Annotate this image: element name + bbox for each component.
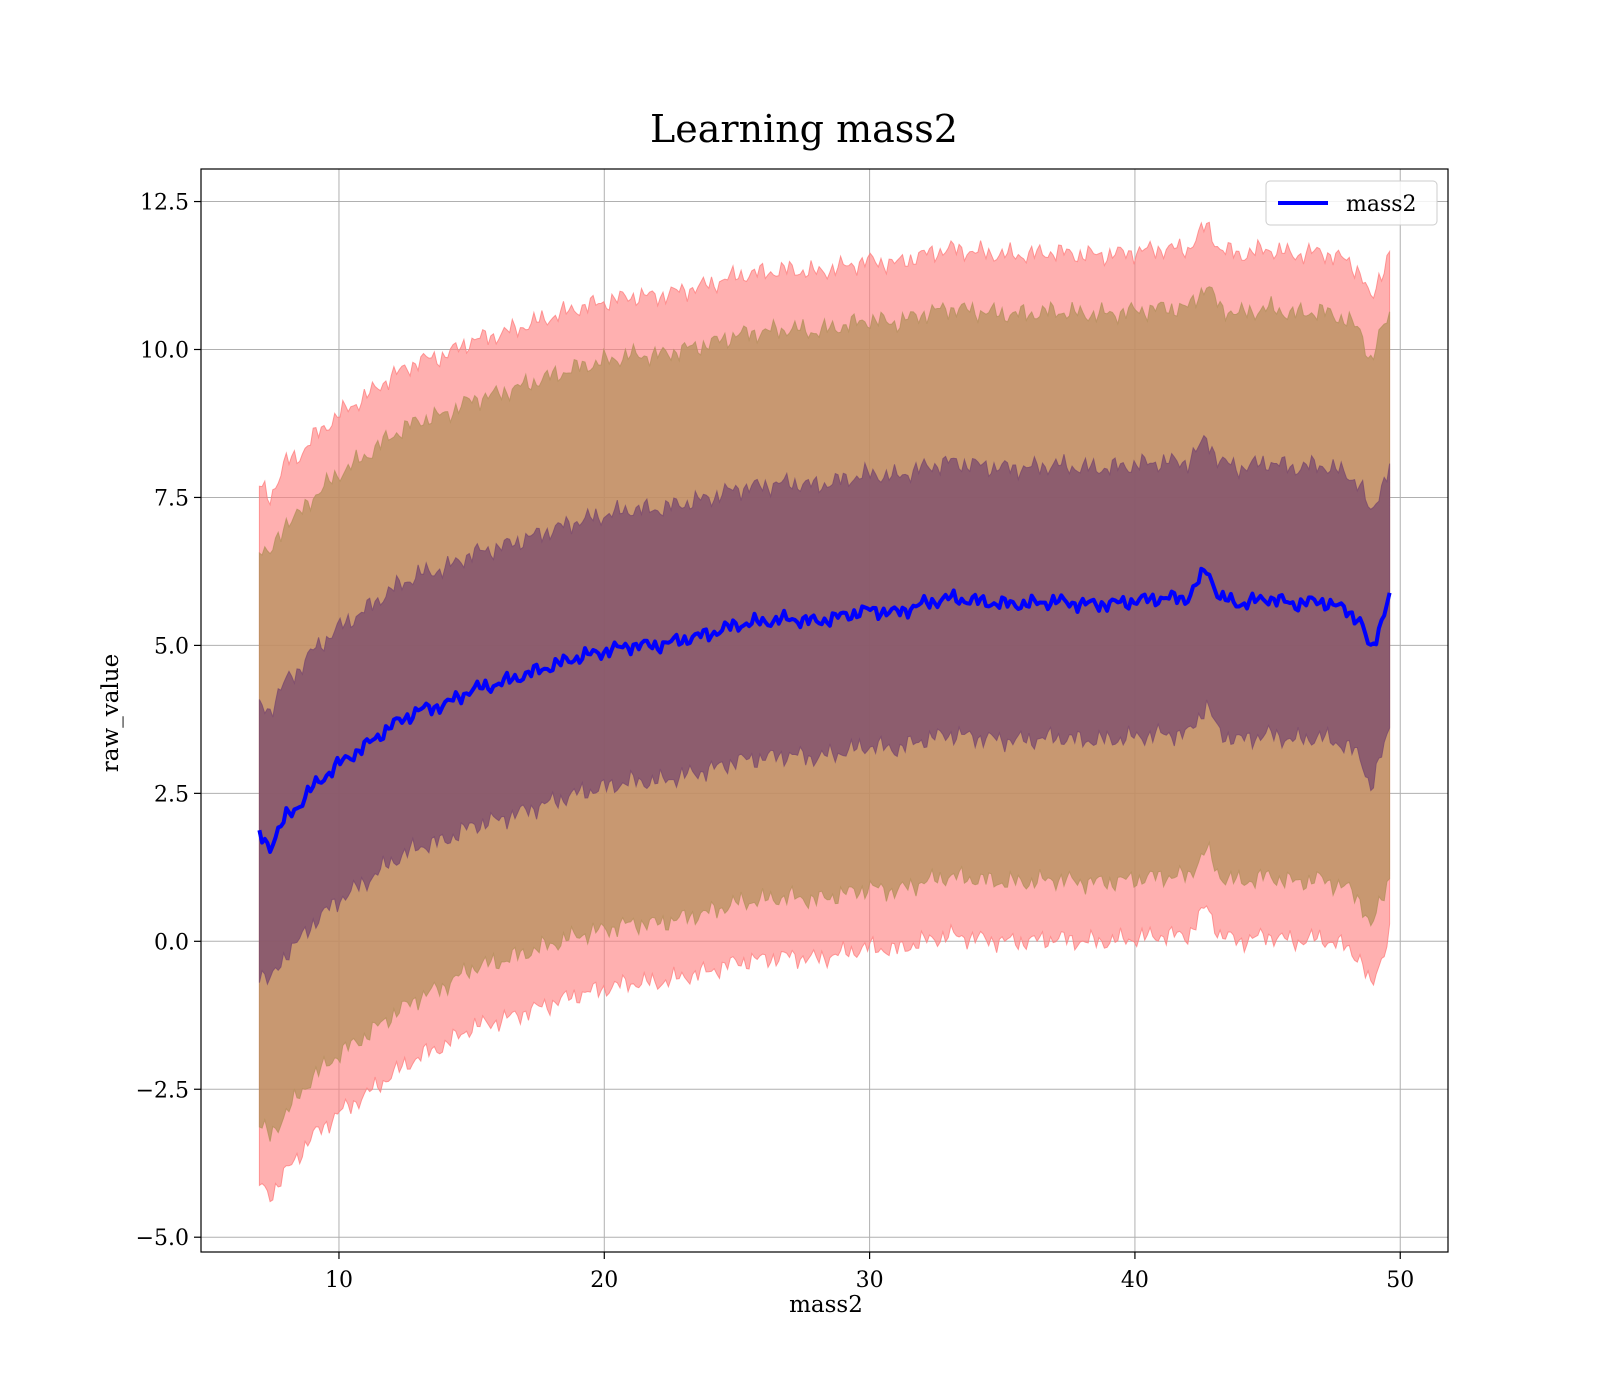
y-tick-label: 12.5 (140, 191, 189, 216)
series-line-mass2 (257, 566, 1392, 854)
x-tick-label: 20 (590, 1268, 618, 1293)
x-tick-label: 10 (325, 1268, 353, 1293)
y-tick-label: 10.0 (140, 339, 189, 364)
legend-box (1265, 180, 1438, 226)
confidence-band (258, 434, 1391, 986)
y-tick-label: −5.0 (136, 1226, 189, 1251)
x-axis-label: mass2 (789, 1292, 863, 1318)
legend-label: mass2 (1346, 192, 1417, 217)
y-tick-label: −2.5 (136, 1078, 189, 1103)
x-tick-label: 40 (1121, 1268, 1149, 1293)
y-tick-label: 0.0 (154, 930, 189, 955)
x-tick-label: 30 (856, 1268, 884, 1293)
y-tick-label: 7.5 (154, 486, 189, 511)
y-tick-label: 5.0 (154, 634, 189, 659)
chart-title: Learning mass2 (650, 107, 958, 151)
plot-frame (200, 168, 1449, 1253)
x-tick-label: 50 (1386, 1268, 1414, 1293)
y-tick-label: 2.5 (154, 782, 189, 807)
legend: mass2 (1265, 180, 1438, 226)
y-axis-label: raw_value (98, 654, 124, 772)
plot-area: 10 20 30 40 50 −5.0 −2.5 0.0 2.5 5.0 7.5 10.0 12.5 ma… (136, 168, 1449, 1293)
